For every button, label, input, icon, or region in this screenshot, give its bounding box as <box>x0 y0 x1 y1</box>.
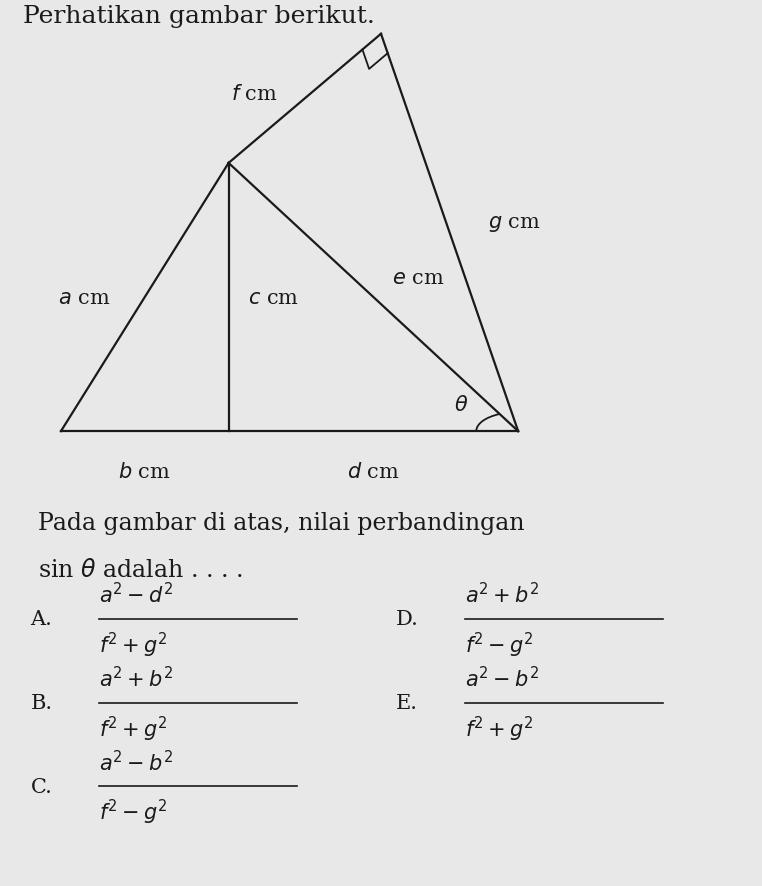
Text: C.: C. <box>30 777 53 797</box>
Text: $\mathit{b}$ cm: $\mathit{b}$ cm <box>118 462 171 481</box>
Text: E.: E. <box>396 693 418 712</box>
Text: $\mathit{e}$ cm: $\mathit{e}$ cm <box>392 268 445 287</box>
Text: $f^2 + g^2$: $f^2 + g^2$ <box>465 713 533 742</box>
Text: A.: A. <box>30 610 53 628</box>
Text: $f^2 + g^2$: $f^2 + g^2$ <box>99 713 168 742</box>
Text: $\mathit{d}$ cm: $\mathit{d}$ cm <box>347 462 400 481</box>
Text: $f^2 - g^2$: $f^2 - g^2$ <box>99 797 168 827</box>
Text: sin $\theta$ adalah . . . .: sin $\theta$ adalah . . . . <box>38 558 242 581</box>
Text: D.: D. <box>396 610 419 628</box>
Text: $\mathit{a}$ cm: $\mathit{a}$ cm <box>58 288 110 307</box>
Text: $a^2 + b^2$: $a^2 + b^2$ <box>465 581 539 606</box>
Text: B.: B. <box>30 693 53 712</box>
Text: $\mathit{f}$ cm: $\mathit{f}$ cm <box>231 84 278 105</box>
Text: $\mathit{g}$ cm: $\mathit{g}$ cm <box>488 214 540 233</box>
Text: $\theta$: $\theta$ <box>454 394 468 415</box>
Text: Pada gambar di atas, nilai perbandingan: Pada gambar di atas, nilai perbandingan <box>38 512 524 535</box>
Text: $a^2 - b^2$: $a^2 - b^2$ <box>99 749 173 773</box>
Text: $a^2 + b^2$: $a^2 + b^2$ <box>99 664 173 690</box>
Text: $a^2 - d^2$: $a^2 - d^2$ <box>99 581 173 606</box>
Text: $\mathit{c}$ cm: $\mathit{c}$ cm <box>248 288 299 307</box>
Text: $f^2 - g^2$: $f^2 - g^2$ <box>465 630 533 659</box>
Text: $f^2 + g^2$: $f^2 + g^2$ <box>99 630 168 659</box>
Text: $a^2 - b^2$: $a^2 - b^2$ <box>465 664 539 690</box>
Text: Perhatikan gambar berikut.: Perhatikan gambar berikut. <box>23 5 375 28</box>
